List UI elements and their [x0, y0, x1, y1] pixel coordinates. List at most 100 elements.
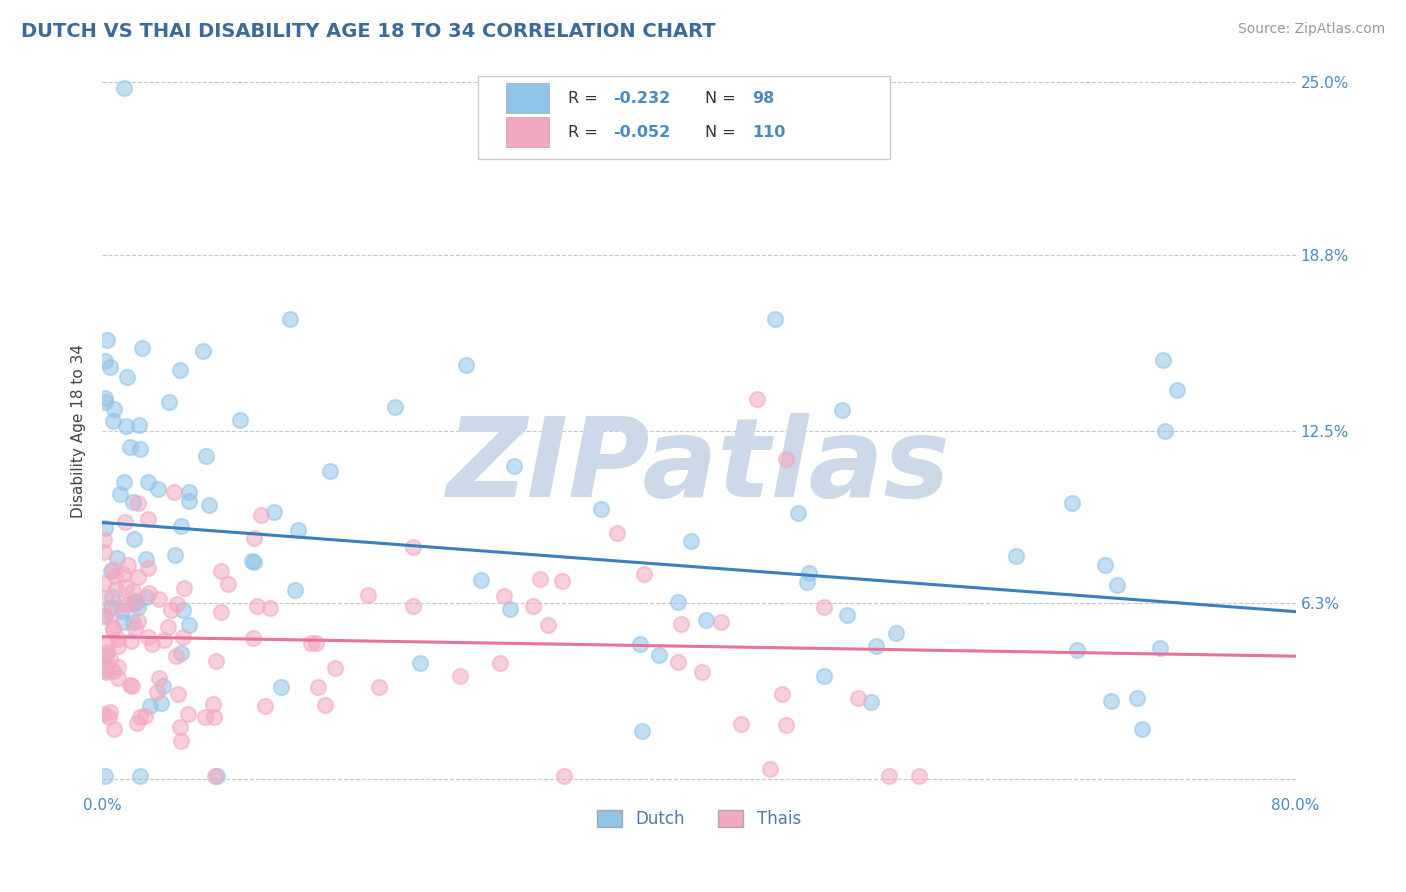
- Point: [502, 458, 524, 473]
- Point: [860, 695, 883, 709]
- Point: [690, 665, 713, 679]
- Point: [170, 518, 193, 533]
- Point: [278, 311, 301, 326]
- Point: [1126, 691, 1149, 706]
- Point: [1166, 384, 1188, 398]
- Point: [305, 636, 328, 650]
- Point: [121, 615, 143, 629]
- Point: [270, 680, 292, 694]
- Point: [135, 590, 157, 604]
- Point: [136, 630, 159, 644]
- Point: [134, 709, 156, 723]
- Point: [401, 599, 423, 613]
- Point: [148, 672, 170, 686]
- Point: [209, 606, 232, 620]
- Point: [170, 646, 193, 660]
- Text: R =: R =: [568, 91, 603, 106]
- Point: [879, 769, 901, 783]
- Point: [111, 604, 134, 618]
- Point: [846, 690, 869, 705]
- Point: [120, 678, 142, 692]
- Point: [93, 545, 115, 559]
- Point: [813, 600, 835, 615]
- Point: [128, 442, 150, 456]
- Point: [96, 333, 118, 347]
- Point: [647, 648, 669, 663]
- Point: [628, 638, 651, 652]
- Y-axis label: Disability Age 18 to 34: Disability Age 18 to 34: [72, 343, 86, 517]
- Point: [357, 588, 380, 602]
- Point: [198, 498, 221, 512]
- Point: [127, 715, 149, 730]
- Point: [94, 591, 117, 606]
- Point: [456, 358, 478, 372]
- Point: [103, 401, 125, 416]
- Point: [173, 581, 195, 595]
- Point: [115, 580, 138, 594]
- Point: [195, 449, 218, 463]
- Point: [101, 607, 124, 622]
- Point: [104, 569, 127, 583]
- Point: [136, 561, 159, 575]
- Point: [254, 699, 277, 714]
- Point: [122, 494, 145, 508]
- Point: [136, 512, 159, 526]
- Point: [141, 637, 163, 651]
- Point: [163, 484, 186, 499]
- Point: [98, 710, 121, 724]
- Point: [101, 621, 124, 635]
- Point: [94, 354, 117, 368]
- Point: [117, 558, 139, 573]
- Point: [522, 599, 544, 613]
- Point: [94, 663, 117, 677]
- Point: [103, 722, 125, 736]
- Point: [551, 574, 574, 588]
- Point: [633, 567, 655, 582]
- Point: [94, 391, 117, 405]
- Point: [104, 582, 127, 596]
- Point: [470, 573, 492, 587]
- Text: ZIPatlas: ZIPatlas: [447, 413, 950, 520]
- Point: [94, 648, 117, 663]
- Point: [553, 769, 575, 783]
- Point: [299, 635, 322, 649]
- Point: [243, 531, 266, 545]
- Point: [135, 552, 157, 566]
- Point: [250, 508, 273, 522]
- Point: [1130, 722, 1153, 736]
- Point: [179, 618, 201, 632]
- Point: [105, 550, 128, 565]
- Point: [1004, 549, 1026, 564]
- Text: DUTCH VS THAI DISABILITY AGE 18 TO 34 CORRELATION CHART: DUTCH VS THAI DISABILITY AGE 18 TO 34 CO…: [21, 22, 716, 41]
- Point: [209, 564, 232, 578]
- Point: [242, 555, 264, 569]
- Point: [127, 570, 149, 584]
- Point: [204, 769, 226, 783]
- Point: [167, 687, 190, 701]
- Point: [107, 671, 129, 685]
- Point: [1152, 353, 1174, 368]
- Point: [93, 533, 115, 547]
- Point: [124, 594, 146, 608]
- Point: [139, 699, 162, 714]
- Text: -0.232: -0.232: [613, 91, 671, 106]
- Point: [124, 621, 146, 635]
- Point: [589, 501, 612, 516]
- Point: [787, 506, 810, 520]
- Point: [666, 595, 689, 609]
- Point: [127, 496, 149, 510]
- Point: [169, 721, 191, 735]
- Point: [114, 599, 136, 613]
- Point: [368, 680, 391, 694]
- Point: [537, 618, 560, 632]
- Point: [120, 440, 142, 454]
- Text: 110: 110: [752, 125, 786, 140]
- Point: [775, 452, 797, 467]
- Point: [110, 486, 132, 500]
- Point: [165, 648, 187, 663]
- Point: [499, 602, 522, 616]
- Point: [384, 401, 406, 415]
- Text: Source: ZipAtlas.com: Source: ZipAtlas.com: [1237, 22, 1385, 37]
- Point: [319, 464, 342, 478]
- Point: [763, 311, 786, 326]
